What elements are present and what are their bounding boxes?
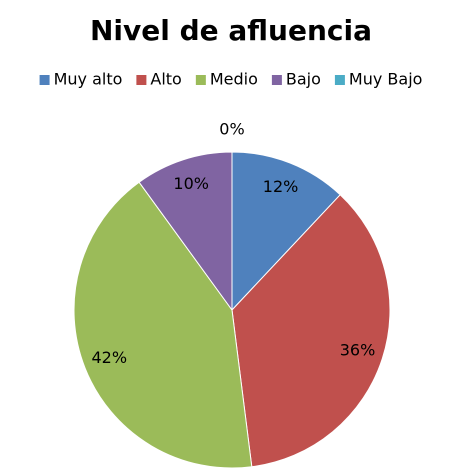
pie-slice [231, 151, 341, 312]
legend-label: Bajo [286, 70, 321, 89]
pie-slice [231, 194, 391, 468]
data-label: 42% [91, 348, 127, 367]
legend-swatch [39, 75, 50, 85]
chart-title: Nivel de afluencia [90, 14, 372, 47]
legend-swatch [334, 75, 345, 85]
legend-swatch [195, 75, 206, 85]
pie-slice [138, 151, 233, 312]
data-label: 10% [173, 174, 209, 193]
legend-swatch [136, 75, 147, 85]
legend-label: Alto [150, 70, 181, 89]
legend-label: Muy alto [54, 70, 123, 89]
legend-swatch [271, 75, 282, 85]
data-label: 12% [263, 177, 299, 196]
legend-label: Medio [210, 70, 258, 89]
legend: Muy alto Alto Medio Bajo Muy Bajo [39, 70, 423, 89]
legend-label: Muy Bajo [349, 70, 423, 89]
data-label: 0% [219, 120, 244, 139]
pie-slice [73, 181, 253, 469]
data-label: 36% [340, 340, 376, 359]
